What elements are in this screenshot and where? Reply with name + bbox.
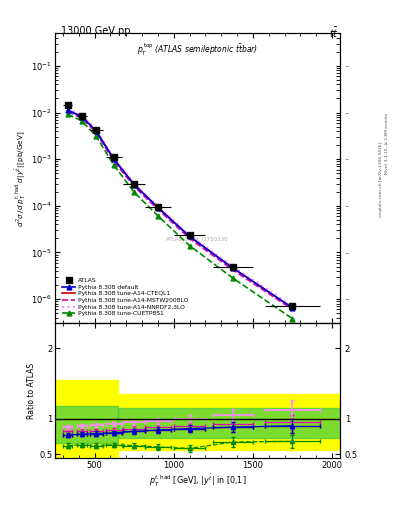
Pythia 8.308 tune-A14-CTEQL1: [156, 204, 160, 210]
Pythia 8.308 tune-A14-CTEQL1: [94, 128, 99, 134]
Pythia 8.308 tune-A14-MSTW2008LO: [231, 267, 235, 273]
Pythia 8.308 tune-A14-CTEQL1: [231, 265, 235, 271]
Pythia 8.308 tune-A14-MSTW2008LO: [290, 306, 295, 312]
Pythia 8.308 tune-A14-NNPDF2.3LO: [94, 126, 99, 133]
Pythia 8.308 default: [187, 233, 192, 240]
Pythia 8.308 tune-A14-NNPDF2.3LO: [290, 303, 295, 309]
Pythia 8.308 tune-A14-NNPDF2.3LO: [111, 155, 116, 161]
Y-axis label: Ratio to ATLAS: Ratio to ATLAS: [28, 363, 36, 419]
Pythia 8.308 tune-A14-MSTW2008LO: [156, 206, 160, 212]
Text: mcplots.cern.ch [arXiv:1306.3436]: mcplots.cern.ch [arXiv:1306.3436]: [379, 142, 383, 217]
Text: 13000 GeV pp: 13000 GeV pp: [61, 26, 130, 36]
Line: Pythia 8.308 tune-A14-CTEQL1: Pythia 8.308 tune-A14-CTEQL1: [68, 110, 292, 308]
Line: Pythia 8.308 tune-CUETP8S1: Pythia 8.308 tune-CUETP8S1: [65, 112, 295, 321]
Legend: ATLAS, Pythia 8.308 default, Pythia 8.308 tune-A14-CTEQL1, Pythia 8.308 tune-A14: ATLAS, Pythia 8.308 default, Pythia 8.30…: [61, 276, 189, 317]
Text: $t\bar{t}$: $t\bar{t}$: [329, 26, 339, 39]
Pythia 8.308 tune-A14-NNPDF2.3LO: [79, 112, 84, 118]
Pythia 8.308 tune-A14-NNPDF2.3LO: [156, 203, 160, 209]
Pythia 8.308 default: [79, 114, 84, 120]
Y-axis label: $d^2\sigma\,/\,d\,p_T^{t,\mathrm{had}}\,d\,|y^{\bar{t}}|\,[\mathrm{pb/GeV}]$: $d^2\sigma\,/\,d\,p_T^{t,\mathrm{had}}\,…: [14, 130, 28, 227]
Pythia 8.308 tune-A14-NNPDF2.3LO: [132, 180, 136, 186]
Pythia 8.308 tune-A14-MSTW2008LO: [111, 158, 116, 164]
Pythia 8.308 tune-CUETP8S1: [187, 243, 192, 249]
Pythia 8.308 tune-A14-MSTW2008LO: [187, 236, 192, 242]
Pythia 8.308 default: [156, 204, 160, 210]
Pythia 8.308 tune-A14-MSTW2008LO: [65, 109, 70, 115]
Pythia 8.308 tune-A14-CTEQL1: [111, 156, 116, 162]
Line: Pythia 8.308 default: Pythia 8.308 default: [65, 108, 295, 310]
Line: Pythia 8.308 tune-A14-NNPDF2.3LO: Pythia 8.308 tune-A14-NNPDF2.3LO: [68, 109, 292, 306]
Pythia 8.308 tune-A14-MSTW2008LO: [79, 115, 84, 121]
Pythia 8.308 default: [65, 107, 70, 113]
Pythia 8.308 tune-A14-NNPDF2.3LO: [187, 232, 192, 238]
Pythia 8.308 tune-A14-NNPDF2.3LO: [65, 106, 70, 112]
Pythia 8.308 tune-A14-NNPDF2.3LO: [231, 264, 235, 270]
Pythia 8.308 tune-A14-CTEQL1: [79, 114, 84, 120]
Pythia 8.308 tune-CUETP8S1: [231, 275, 235, 281]
Pythia 8.308 tune-CUETP8S1: [65, 111, 70, 117]
Text: Rivet 3.1.10, ≥ 2.8M events: Rivet 3.1.10, ≥ 2.8M events: [385, 113, 389, 174]
Pythia 8.308 tune-CUETP8S1: [94, 133, 99, 139]
Pythia 8.308 tune-CUETP8S1: [79, 118, 84, 124]
Pythia 8.308 default: [290, 305, 295, 311]
Pythia 8.308 default: [94, 128, 99, 134]
Pythia 8.308 default: [111, 156, 116, 162]
Line: Pythia 8.308 tune-A14-MSTW2008LO: Pythia 8.308 tune-A14-MSTW2008LO: [68, 112, 292, 309]
X-axis label: $p_T^{t,\mathrm{had}}$ [GeV], $|y^{\bar{t}}|$ in [0,1]: $p_T^{t,\mathrm{had}}$ [GeV], $|y^{\bar{…: [149, 473, 246, 489]
Pythia 8.308 tune-CUETP8S1: [156, 213, 160, 219]
Pythia 8.308 default: [231, 265, 235, 271]
Pythia 8.308 tune-A14-CTEQL1: [132, 182, 136, 188]
Pythia 8.308 default: [132, 182, 136, 188]
Text: $p_T^{\,\mathrm{top}}$ (ATLAS semileptonic $t\bar{t}$bar): $p_T^{\,\mathrm{top}}$ (ATLAS semilepton…: [137, 42, 258, 58]
Pythia 8.308 tune-A14-CTEQL1: [187, 233, 192, 240]
Pythia 8.308 tune-CUETP8S1: [132, 189, 136, 196]
Pythia 8.308 tune-CUETP8S1: [111, 162, 116, 168]
Pythia 8.308 tune-CUETP8S1: [290, 315, 295, 322]
Pythia 8.308 tune-A14-MSTW2008LO: [132, 183, 136, 189]
Pythia 8.308 tune-A14-CTEQL1: [65, 107, 70, 113]
Pythia 8.308 tune-A14-MSTW2008LO: [94, 130, 99, 136]
Pythia 8.308 tune-A14-CTEQL1: [290, 305, 295, 311]
Text: ATLAS_2019_I1750330: ATLAS_2019_I1750330: [166, 237, 229, 242]
